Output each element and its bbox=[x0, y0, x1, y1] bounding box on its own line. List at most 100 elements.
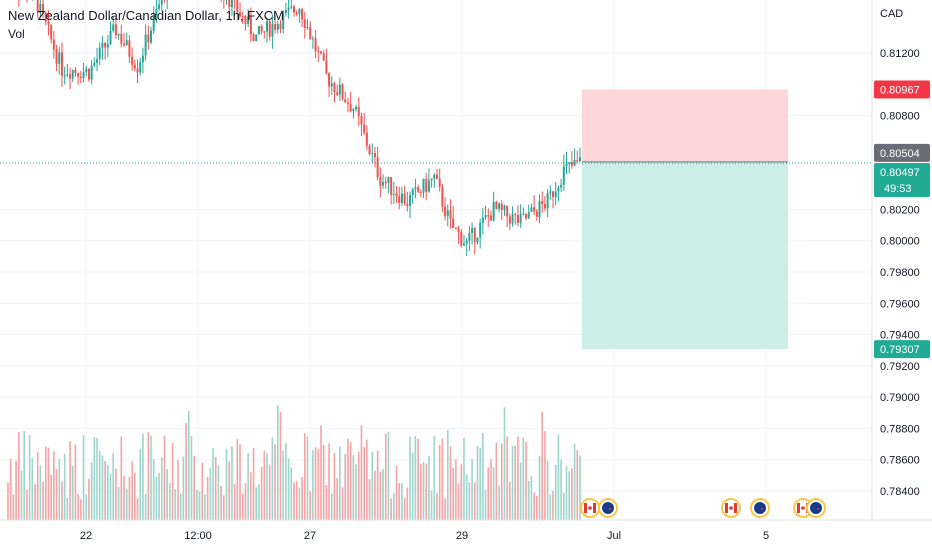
symbol-title[interactable]: New Zealand Dollar/Canadian Dollar, 1h, … bbox=[8, 8, 285, 23]
price-badges: 0.80967 0.80504 0.80497 49:53 0.79307 bbox=[874, 80, 930, 359]
current-price-badge: 0.80497 49:53 bbox=[874, 162, 930, 197]
candle-body bbox=[266, 21, 269, 32]
position-zones[interactable] bbox=[582, 89, 788, 350]
volume-bar bbox=[77, 493, 79, 520]
last-price-badge-text: 0.80504 bbox=[880, 148, 920, 160]
candle-body bbox=[150, 30, 152, 43]
volume-bar bbox=[374, 470, 376, 520]
volume-bar bbox=[309, 491, 311, 520]
volume-bar bbox=[98, 450, 101, 520]
candle-body bbox=[284, 9, 287, 13]
volume-bar bbox=[511, 445, 514, 520]
volume-bar bbox=[20, 470, 23, 520]
volume-bar bbox=[560, 459, 562, 520]
candle-body bbox=[303, 19, 306, 29]
volume-bar bbox=[498, 485, 500, 520]
volume-bar bbox=[147, 432, 150, 520]
candle-body bbox=[93, 62, 96, 66]
volume-bar bbox=[198, 491, 201, 520]
volume-bar bbox=[26, 489, 28, 520]
volume-bar bbox=[554, 465, 557, 520]
time-tick-label: 27 bbox=[304, 530, 316, 542]
volume-bar bbox=[17, 432, 20, 520]
volume-bar bbox=[169, 482, 171, 520]
candle-body bbox=[543, 203, 546, 209]
volume-bar bbox=[533, 492, 535, 520]
volume-bar bbox=[187, 411, 190, 520]
volume-bar bbox=[368, 479, 371, 520]
volume-bar bbox=[47, 447, 50, 520]
price-tick-label: 0.79200 bbox=[880, 361, 920, 373]
candle-body bbox=[230, 0, 233, 8]
candle-body bbox=[395, 193, 398, 197]
candle-body bbox=[236, 0, 239, 13]
volume-bar bbox=[85, 494, 88, 520]
stop-badge: 0.80967 bbox=[874, 80, 930, 99]
candle-body bbox=[398, 196, 401, 204]
price-tick-label: 0.80800 bbox=[880, 111, 920, 123]
time-tick-label: 22 bbox=[80, 530, 92, 542]
volume-bar bbox=[565, 466, 568, 520]
volume-bar bbox=[333, 453, 336, 520]
candle-body bbox=[471, 227, 474, 233]
candle-body bbox=[457, 228, 460, 232]
candle-body bbox=[328, 73, 331, 87]
volume-indicator-label[interactable]: Vol bbox=[8, 27, 25, 41]
candle-body bbox=[503, 205, 506, 210]
candle-body bbox=[373, 153, 376, 158]
candle-body bbox=[317, 51, 320, 53]
volume-bar bbox=[438, 444, 441, 520]
economic-events[interactable] bbox=[580, 498, 826, 518]
volume-bar bbox=[530, 476, 533, 520]
volume-bar bbox=[403, 498, 406, 520]
candle-body bbox=[104, 42, 107, 48]
candle-body bbox=[63, 75, 66, 77]
candle-body bbox=[387, 177, 390, 184]
candle-body bbox=[82, 72, 85, 79]
candle-body bbox=[309, 27, 312, 39]
candle-body bbox=[446, 210, 449, 217]
candle-body bbox=[500, 203, 503, 210]
volume-bar bbox=[233, 483, 236, 520]
volume-bar bbox=[455, 459, 457, 520]
last-price-badge: 0.80504 bbox=[874, 143, 930, 162]
volume-bar bbox=[239, 444, 241, 520]
volume-bar bbox=[139, 448, 142, 520]
candle-body bbox=[565, 163, 568, 167]
price-axis[interactable]: CAD 0.81200 0.80800 0.80200 0.80000 0.79800 0… bbox=[871, 0, 920, 520]
candle-body bbox=[525, 213, 528, 219]
candle-body bbox=[441, 186, 444, 207]
maple-leaf-icon bbox=[588, 506, 592, 510]
volume-bar bbox=[371, 451, 374, 520]
candle-body bbox=[489, 215, 492, 221]
candlesticks bbox=[18, 0, 581, 256]
volume-bar bbox=[409, 436, 411, 520]
volume-bar bbox=[12, 494, 15, 520]
volume-bar bbox=[536, 495, 538, 520]
volume-bar bbox=[446, 429, 449, 520]
maple-leaf-icon bbox=[801, 506, 805, 510]
current-price-badge-text: 0.80497 bbox=[880, 167, 920, 179]
candle-body bbox=[322, 53, 325, 61]
nz-star-icon bbox=[609, 508, 611, 510]
volume-bar bbox=[363, 447, 365, 520]
candle-body bbox=[249, 16, 252, 35]
volume-bar bbox=[468, 482, 471, 520]
volume-bar bbox=[298, 487, 301, 520]
time-axis[interactable]: 22 12:00 27 29 Jul 5 bbox=[0, 519, 932, 542]
volume-bar bbox=[228, 461, 231, 520]
last-price-badge-bg bbox=[874, 143, 930, 162]
volume-bar bbox=[120, 436, 123, 520]
volume-bar bbox=[541, 411, 544, 520]
candle-body bbox=[368, 145, 371, 154]
volume-bar bbox=[341, 487, 344, 520]
candle-body bbox=[341, 84, 344, 100]
price-tick-label: 0.80000 bbox=[880, 236, 920, 248]
candle-body bbox=[39, 3, 42, 13]
candle-body bbox=[460, 231, 463, 246]
candle-body bbox=[241, 16, 244, 18]
volume-bar bbox=[452, 467, 454, 520]
price-tick-label: 0.78400 bbox=[880, 486, 920, 498]
volume-bar bbox=[90, 462, 93, 520]
